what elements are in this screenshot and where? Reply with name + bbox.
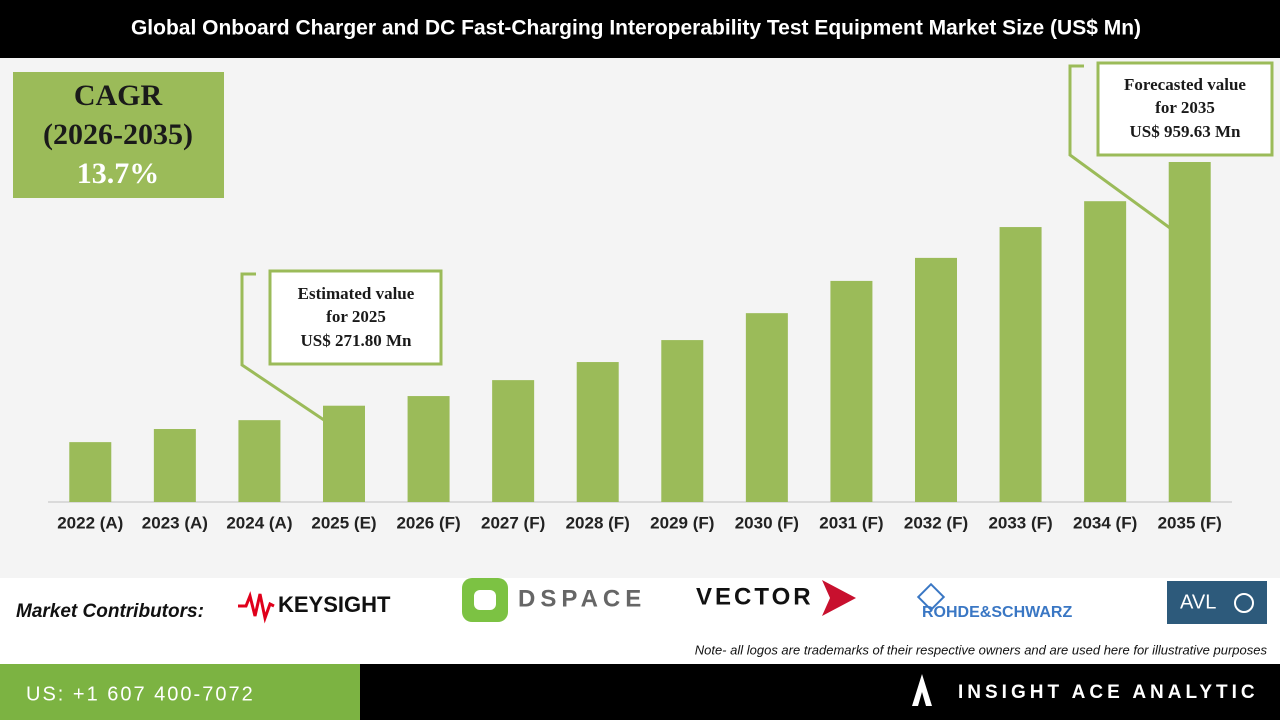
logo-keysight: KEYSIGHT — [278, 592, 391, 617]
callout-text: Forecasted value — [1124, 75, 1246, 94]
cagr-period: (2026-2035) — [43, 118, 193, 151]
x-tick-label: 2033 (F) — [988, 513, 1052, 532]
bar — [999, 227, 1042, 502]
bar — [1084, 201, 1127, 502]
logo-vector: VECTOR — [696, 583, 814, 610]
bar — [407, 396, 450, 502]
callout-text: Estimated value — [298, 284, 415, 303]
chart-title: Global Onboard Charger and DC Fast-Charg… — [131, 17, 1141, 40]
callout-text: for 2025 — [326, 307, 386, 326]
x-tick-label: 2030 (F) — [735, 513, 799, 532]
callout-connector — [240, 272, 325, 422]
callout-text: US$ 959.63 Mn — [1130, 122, 1242, 141]
bar — [745, 313, 788, 502]
x-tick-label: 2035 (F) — [1158, 513, 1222, 532]
x-tick-label: 2028 (F) — [566, 513, 630, 532]
contributors-label: Market Contributors: — [16, 601, 204, 622]
logo-dspace: DSPACE — [518, 585, 646, 612]
title-bar — [0, 0, 1280, 58]
bar — [576, 362, 619, 502]
cagr-value: 13.7% — [77, 157, 160, 190]
x-tick-label: 2024 (A) — [226, 513, 292, 532]
bar — [492, 380, 535, 502]
logo-icon — [474, 590, 496, 610]
x-tick-label: 2029 (F) — [650, 513, 714, 532]
bar — [238, 420, 281, 502]
logo-icon — [822, 580, 856, 616]
bar — [1168, 162, 1211, 502]
x-tick-label: 2032 (F) — [904, 513, 968, 532]
logo-icon — [1234, 593, 1254, 613]
logo-avl: AVL — [1180, 591, 1216, 613]
logo-bg — [912, 578, 1092, 624]
x-tick-label: 2031 (F) — [819, 513, 883, 532]
logo-icon — [238, 591, 275, 624]
cagr-label: CAGR — [74, 79, 163, 112]
cagr-box — [13, 72, 224, 198]
callout-box — [268, 269, 443, 366]
callout-text: for 2035 — [1155, 98, 1215, 117]
callout-box — [1096, 61, 1274, 157]
brand-icon — [912, 674, 932, 706]
x-tick-label: 2022 (A) — [57, 513, 123, 532]
logo-rohde: ROHDE&SCHWARZ — [922, 604, 1072, 621]
bar — [915, 257, 957, 502]
x-tick-label: 2027 (F) — [481, 513, 545, 532]
phone: US: +1 607 400-7072 — [26, 683, 255, 705]
bar — [69, 442, 112, 502]
bar — [153, 429, 196, 502]
x-tick-label: 2025 (E) — [311, 513, 376, 532]
phone-bar — [0, 664, 360, 720]
logo-bg — [1167, 581, 1267, 624]
brand: INSIGHT ACE ANALYTIC — [958, 682, 1259, 703]
callout-text: US$ 271.80 Mn — [301, 331, 413, 350]
callout-connector — [1068, 64, 1171, 230]
bar — [661, 340, 704, 502]
x-tick-label: 2026 (F) — [396, 513, 460, 532]
logo-icon — [916, 582, 946, 612]
x-tick-label: 2023 (A) — [142, 513, 208, 532]
bar — [830, 280, 873, 502]
note: Note- all logos are trademarks of their … — [695, 642, 1268, 657]
x-tick-label: 2034 (F) — [1073, 513, 1137, 532]
bar — [323, 405, 365, 502]
